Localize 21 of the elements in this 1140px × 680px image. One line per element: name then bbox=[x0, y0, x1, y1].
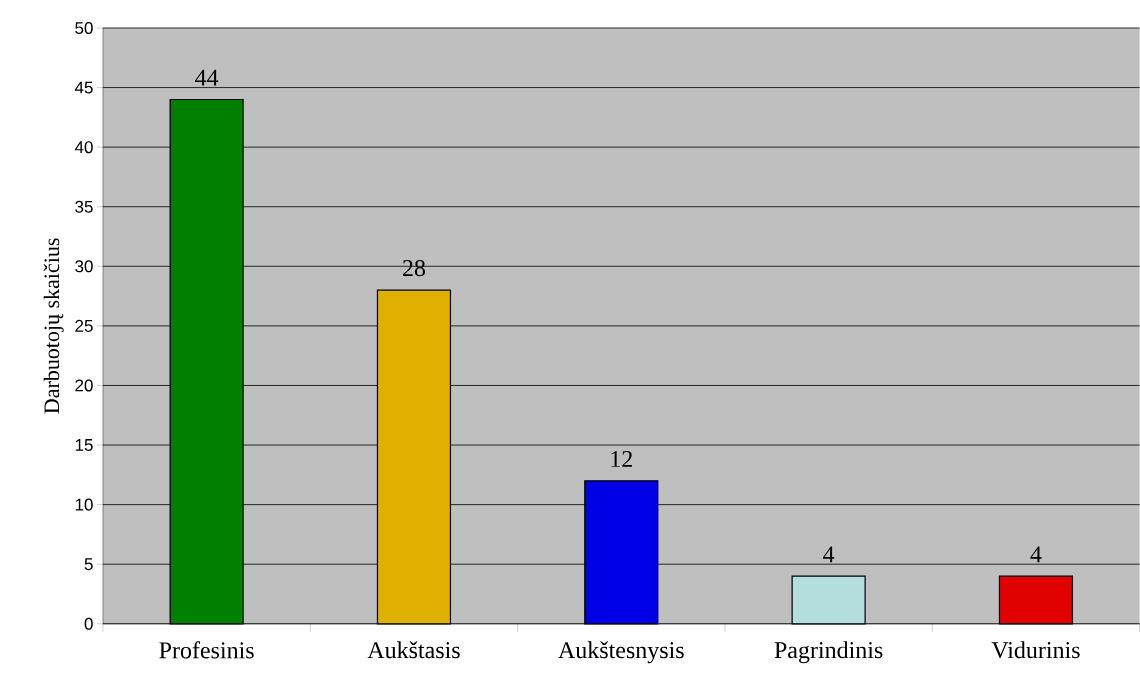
y-tick-label: 25 bbox=[75, 319, 93, 333]
y-tick-label: 30 bbox=[75, 260, 93, 273]
data-label: 12 bbox=[611, 451, 632, 467]
y-tick-label: 50 bbox=[75, 22, 93, 35]
data-label: 4 bbox=[823, 546, 835, 563]
y-tick-label: 10 bbox=[75, 498, 93, 511]
y-tick-label: 45 bbox=[74, 81, 93, 94]
y-axis-title: Darbuotojų skaičius bbox=[43, 238, 64, 414]
x-tick-label: Pagrindinis bbox=[774, 641, 883, 664]
y-tick-label: 0 bbox=[84, 617, 93, 630]
x-tick-label: Vidurinis bbox=[991, 641, 1080, 659]
y-tick-label: 20 bbox=[75, 379, 93, 392]
y-tick-label: 5 bbox=[84, 558, 93, 571]
y-tick-label: 35 bbox=[75, 200, 93, 213]
data-label: 4 bbox=[1030, 546, 1042, 563]
x-tick-label: Aukštesnysis bbox=[558, 641, 684, 664]
y-tick-label: 15 bbox=[75, 439, 93, 452]
x-tick-label: Aukštasis bbox=[367, 641, 460, 659]
x-tick-label: Profesinis bbox=[159, 641, 254, 659]
data-label: 44 bbox=[195, 69, 219, 86]
y-tick-label: 40 bbox=[74, 141, 93, 154]
